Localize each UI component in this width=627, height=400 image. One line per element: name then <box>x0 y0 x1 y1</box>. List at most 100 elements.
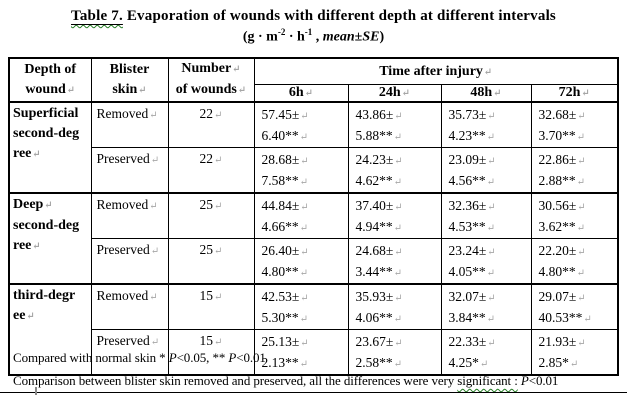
value-cell: 43.86±↵ 5.88**↵ <box>347 101 442 148</box>
value-line: 35.73±↵ <box>448 107 496 122</box>
table-title-text: Evaporation of wounds with different dep… <box>122 8 556 24</box>
table-row: Preserved↵ 25↵ 26.40±↵ 4.80**↵ 24.68±↵ 3.4… <box>9 238 619 285</box>
return-mark-icon: ↵ <box>486 314 496 325</box>
table-row: Preserved↵ 15↵ 25.13±↵ 2.13**↵ 23.67±↵ 2.5… <box>9 329 619 376</box>
value-cell: 42.53±↵ 5.30**↵ <box>253 283 349 330</box>
group-label-line: Superficial <box>13 106 79 121</box>
table-label: Table 7. <box>71 8 123 24</box>
value-line: 26.40±↵ <box>261 243 309 258</box>
return-mark-icon: ↵ <box>577 202 586 213</box>
return-mark-icon: ↵ <box>214 110 223 121</box>
value-line: 44.84±↵ <box>261 198 309 213</box>
return-mark-icon: ↵ <box>576 132 586 143</box>
group-label-line: ree↵ <box>13 238 41 253</box>
skin-cell: Preserved↵ <box>90 238 169 285</box>
value-line: 4.53**↵ <box>448 219 496 234</box>
count-cell: 22↵ <box>167 101 255 148</box>
value-cell: 25.13±↵ 2.13**↵ <box>253 329 349 376</box>
value-cell: 22.33±↵ 4.25*↵ <box>440 329 532 376</box>
skin-cell: Removed↵ <box>90 101 169 148</box>
return-mark-icon: ↵ <box>577 156 586 167</box>
value-line: 40.53**↵ <box>538 310 592 325</box>
return-mark-icon: ↵ <box>299 132 309 143</box>
return-mark-icon: ↵ <box>299 177 309 188</box>
table-title: Table 7. Evaporation of wounds with diff… <box>0 0 627 25</box>
value-line: 29.07±↵ <box>538 289 586 304</box>
return-mark-icon: ↵ <box>394 247 403 258</box>
count-cell: 25↵ <box>167 192 255 239</box>
value-line: 3.44**↵ <box>355 264 403 279</box>
value-cell: 23.24±↵ 4.05**↵ <box>440 238 532 285</box>
value-line: 23.09±↵ <box>448 152 496 167</box>
header-time-after-injury: Time after injury↵ <box>253 57 619 85</box>
return-mark-icon: ↵ <box>300 247 309 258</box>
value-line: 4.23**↵ <box>448 128 496 143</box>
return-mark-icon: ↵ <box>232 64 241 75</box>
return-mark-icon: ↵ <box>393 177 403 188</box>
footnote-comparison: Comparison between blister skin removed … <box>13 373 559 388</box>
value-cell: 37.40±↵ 4.94**↵ <box>347 192 442 239</box>
header-24h: 24h↵ <box>347 84 442 103</box>
group-label-line: third-degr <box>13 288 76 303</box>
value-line: 32.07±↵ <box>448 289 496 304</box>
group-label-line: second-deg <box>13 218 80 233</box>
header-72h: 72h↵ <box>530 84 619 103</box>
value-line: 28.68±↵ <box>261 152 309 167</box>
value-cell: 26.40±↵ 4.80**↵ <box>253 238 349 285</box>
return-mark-icon: ↵ <box>576 268 586 279</box>
value-line: 5.30**↵ <box>261 310 309 325</box>
return-mark-icon: ↵ <box>486 268 496 279</box>
units-superscript: -2 <box>277 27 286 37</box>
return-mark-icon: ↵ <box>150 246 160 257</box>
value-line: 4.06**↵ <box>355 310 403 325</box>
return-mark-icon: ↵ <box>493 88 502 99</box>
value-line: 6.40**↵ <box>261 128 309 143</box>
table-row: third-degr ee↵ Removed↵ 15↵ 42.53±↵ 5.30*… <box>8 283 619 376</box>
value-cell: 57.45±↵ 6.40**↵ <box>253 101 349 148</box>
header-line: of wounds↵ <box>175 82 247 97</box>
return-mark-icon: ↵ <box>149 292 158 303</box>
header-line: skin↵ <box>112 81 147 97</box>
return-mark-icon: ↵ <box>300 156 309 167</box>
return-mark-icon: ↵ <box>486 223 496 234</box>
value-line: 2.88**↵ <box>538 173 586 188</box>
value-line: 22.86±↵ <box>538 152 586 167</box>
footnote-significance: Compared with normal skin * P<0.05, ** P… <box>13 350 266 365</box>
header-6h: 6h↵ <box>253 84 349 103</box>
value-line: 32.36±↵ <box>448 198 496 213</box>
header-row-1: Depth of wound↵ Blister skin↵ Number↵ of… <box>8 57 619 103</box>
return-mark-icon: ↵ <box>304 88 314 99</box>
return-mark-icon: ↵ <box>576 177 586 188</box>
value-line: 4.94**↵ <box>355 219 403 234</box>
return-mark-icon: ↵ <box>299 268 309 279</box>
value-cell: 35.93±↵ 4.06**↵ <box>347 283 442 330</box>
value-line: 23.67±↵ <box>355 334 403 349</box>
units-superscript: -1 <box>304 27 313 37</box>
group-label-line: second-deg <box>13 126 80 141</box>
value-cell: 24.68±↵ 3.44**↵ <box>347 238 442 285</box>
return-mark-icon: ↵ <box>393 223 403 234</box>
group-label-cell: Superficial second-deg ree↵ <box>8 101 92 194</box>
bottom-horizontal-rule <box>0 392 627 393</box>
return-mark-icon: ↵ <box>487 111 496 122</box>
return-mark-icon: ↵ <box>577 293 586 304</box>
p-value-symbol: P <box>228 350 237 365</box>
return-mark-icon: ↵ <box>487 247 496 258</box>
value-line: 7.58**↵ <box>261 173 309 188</box>
value-line: 42.53±↵ <box>261 289 309 304</box>
value-line: 4.25*↵ <box>448 355 489 370</box>
return-mark-icon: ↵ <box>487 338 496 349</box>
value-line: 2.58**↵ <box>355 355 403 370</box>
return-mark-icon: ↵ <box>214 337 223 348</box>
p-value-symbol: P <box>520 373 529 388</box>
value-line: 23.24±↵ <box>448 243 496 258</box>
return-mark-icon: ↵ <box>577 111 586 122</box>
return-mark-icon: ↵ <box>577 247 586 258</box>
return-mark-icon: ↵ <box>26 311 35 322</box>
group-label-line: ree↵ <box>13 146 41 161</box>
count-cell: 25↵ <box>167 238 255 285</box>
skin-cell: Removed↵ <box>90 192 169 239</box>
value-cell: 22.86±↵ 2.88**↵ <box>530 147 619 194</box>
return-mark-icon: ↵ <box>393 314 403 325</box>
